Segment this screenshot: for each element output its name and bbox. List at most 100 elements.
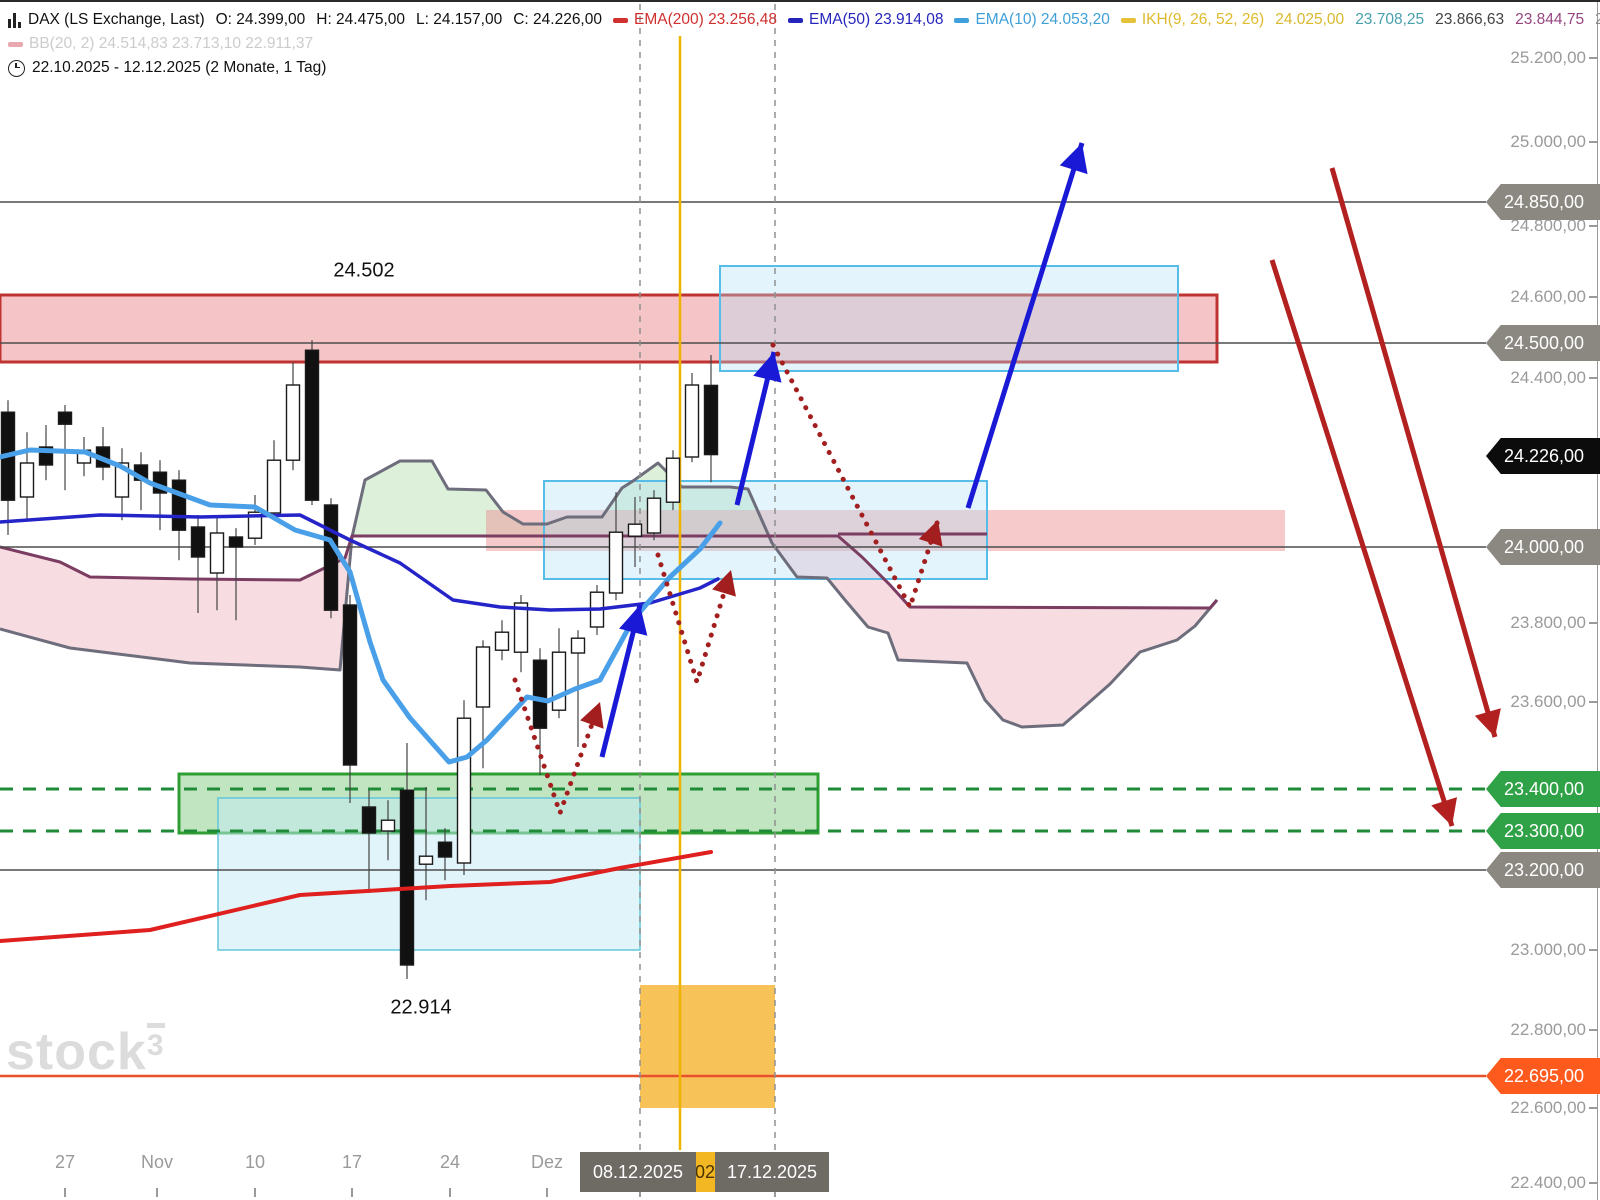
time-tick-label: Nov — [140, 1152, 173, 1172]
candle-body-06.11[interactable] — [209, 532, 225, 574]
price-tick-mark — [1589, 225, 1597, 227]
candle-body-05.11[interactable] — [190, 526, 206, 558]
candle-body-12.12[interactable] — [703, 384, 719, 456]
candle-body-20.11[interactable] — [399, 789, 415, 966]
legend-item: O: 24.399,00 — [215, 11, 306, 28]
price-tick-label: 25.000,00 — [1510, 132, 1586, 151]
price-tick-label: 22.800,00 — [1510, 1020, 1586, 1039]
price-tick-mark — [1589, 949, 1597, 951]
zone-cyan-box-bottom[interactable] — [217, 797, 641, 951]
time-tick-label: 27 — [54, 1152, 76, 1172]
candle-body-17.11[interactable] — [342, 604, 358, 766]
candle-body-10.12[interactable] — [665, 457, 681, 503]
indicator-dash-icon — [788, 17, 804, 23]
time-tick-label: 24 — [439, 1152, 461, 1172]
candle-body-03.12[interactable] — [570, 637, 586, 654]
legend-item: EMA(200) 23.256,48 — [633, 11, 778, 28]
date-range-label: 22.10.2025 - 12.12.2025 (2 Monate, 1 Tag… — [32, 59, 327, 76]
price-tick-label: 24.600,00 — [1510, 287, 1586, 306]
candle-body-14.11[interactable] — [323, 504, 339, 611]
candle-body-05.12[interactable] — [608, 531, 624, 594]
candle-body-01.12[interactable] — [532, 659, 548, 729]
price-tick-label: 23.000,00 — [1510, 940, 1586, 959]
candle-body-25.11[interactable] — [456, 717, 472, 864]
candle-body-11.12[interactable] — [684, 384, 700, 458]
legend-item: 24.025,00 — [1275, 11, 1345, 28]
dotted-projection-path[interactable] — [655, 552, 734, 691]
price-level-badge: 24.850,00 — [1486, 184, 1600, 220]
senkou-a-line — [0, 534, 1219, 610]
price-tick-label: 23.600,00 — [1510, 692, 1586, 711]
candle-body-08.12[interactable] — [627, 523, 643, 537]
price-axis[interactable]: 25.200,00 25.000,00 24.850,00 24.800,00 24.6… — [1460, 0, 1600, 1200]
legend-item: 23.844,75 — [1515, 11, 1585, 28]
low-price-label[interactable]: 22.914 — [390, 996, 452, 1019]
zone-cyan-box-top[interactable] — [719, 265, 1179, 372]
candle-body-10.11[interactable] — [247, 511, 263, 539]
projection-arrowhead-icon — [712, 570, 736, 597]
price-tick-mark — [1589, 57, 1597, 59]
candle-body-23.10[interactable] — [19, 462, 35, 498]
candle-body-19.11[interactable] — [380, 819, 396, 832]
price-tick-mark — [1589, 1029, 1597, 1031]
candle-body-13.11[interactable] — [304, 349, 320, 501]
candle-body-28.11[interactable] — [513, 602, 529, 653]
bearish-arrow[interactable] — [1269, 259, 1455, 827]
price-tick-label: 24.800,00 — [1510, 216, 1586, 235]
candle-body-21.11[interactable] — [418, 855, 434, 865]
zone-yellow-target-box[interactable] — [640, 985, 775, 1108]
legend-item: IKH(9, 26, 52, 26) — [1141, 11, 1265, 28]
candle-body-12.11[interactable] — [285, 384, 301, 461]
price-tick-label: 22.600,00 — [1510, 1098, 1586, 1117]
resistance-price-label[interactable]: 24.502 — [333, 259, 395, 282]
time-tick-mark — [156, 1188, 158, 1197]
time-tick-label: 17 — [341, 1152, 363, 1172]
dotted-projection-path[interactable] — [770, 342, 941, 614]
price-tick-mark — [1589, 377, 1597, 379]
price-tick-mark — [1589, 701, 1597, 703]
candle-body-26.11[interactable] — [475, 646, 491, 708]
ichimoku-cloud-bearish-right[interactable] — [768, 536, 1217, 727]
candle-body-07.11[interactable] — [228, 536, 244, 548]
time-axis[interactable]: 27Nov101724Dez12.12.202508.12.202517.12.… — [0, 1140, 1600, 1200]
candle-body-24.11[interactable] — [437, 841, 453, 858]
legend-row-period[interactable]: 22.10.2025 - 12.12.2025 (2 Monate, 1 Tag… — [8, 56, 1600, 80]
candle-body-04.11[interactable] — [171, 479, 187, 531]
last-price-badge: 24.226,00 — [1486, 438, 1600, 474]
price-tick-label: 24.400,00 — [1510, 368, 1586, 387]
legend-row-instrument[interactable]: DAX (LS Exchange, Last) O: 24.399,00 H: 24… — [8, 8, 1600, 32]
time-tick-label: Dez — [530, 1152, 563, 1172]
price-tick-mark — [1589, 622, 1597, 624]
legend-item: 24.226,00 — [1595, 11, 1600, 28]
time-tick-mark — [449, 1188, 451, 1197]
candle-body-27.10[interactable] — [57, 411, 73, 425]
candlestick-chart-icon — [8, 12, 21, 28]
indicator-dash-icon — [612, 17, 628, 23]
clock-icon — [8, 59, 25, 77]
price-tick-mark — [1589, 141, 1597, 143]
price-tick-mark — [1589, 296, 1597, 298]
indicator-dash-icon — [954, 17, 970, 23]
ichimoku-cloud-bearish-left[interactable] — [0, 537, 352, 670]
candle-body-11.11[interactable] — [266, 459, 282, 514]
price-tick-label: 25.200,00 — [1510, 48, 1586, 67]
candle-body-18.11[interactable] — [361, 806, 377, 834]
time-tick-mark — [254, 1188, 256, 1197]
legend-item: L: 24.157,00 — [416, 11, 503, 28]
price-tick-label: 23.800,00 — [1510, 613, 1586, 632]
ema200-line[interactable] — [0, 850, 713, 943]
time-tick-mark — [546, 1188, 548, 1197]
candle-body-27.11[interactable] — [494, 631, 510, 651]
bb-dash-icon — [8, 41, 23, 47]
ema10-line[interactable] — [0, 447, 723, 765]
projection-arrowhead-icon — [580, 702, 604, 729]
candle-body-09.12[interactable] — [646, 497, 662, 534]
dotted-projection-path[interactable] — [512, 677, 603, 821]
bullish-arrow[interactable] — [965, 142, 1085, 509]
legend-row-bb[interactable]: BB(20, 2) 24.514,83 23.713,10 22.911,37 — [8, 32, 1600, 56]
zone-resistance-zone-24457-24625[interactable] — [0, 293, 1219, 364]
candle-body-02.12[interactable] — [551, 651, 567, 711]
bearish-arrow[interactable] — [1329, 167, 1498, 738]
